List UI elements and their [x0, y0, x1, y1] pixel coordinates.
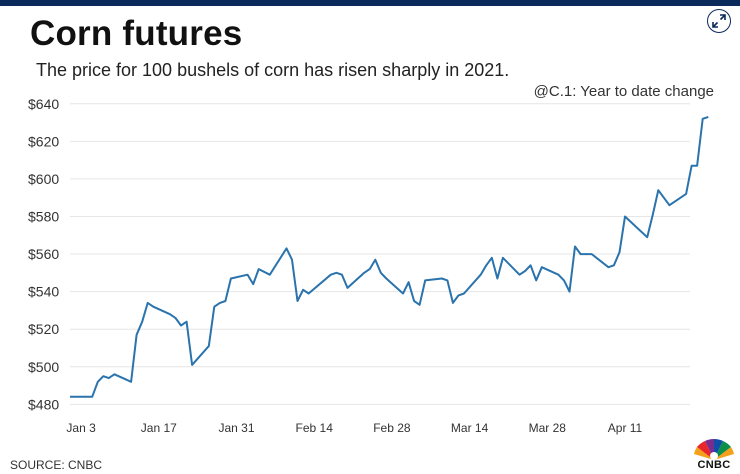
series-layer — [70, 115, 709, 398]
gridlines — [70, 103, 690, 405]
y-tick-label: $500 — [28, 359, 59, 375]
chart-subtitle: The price for 100 bushels of corn has ri… — [36, 60, 510, 80]
x-tick-label: Feb 28 — [373, 421, 411, 435]
series-line — [70, 115, 709, 398]
chart-title: Corn futures — [30, 14, 243, 53]
y-tick-label: $560 — [28, 246, 59, 262]
x-tick-label: Mar 14 — [451, 421, 489, 435]
x-tick-label: Jan 17 — [141, 421, 177, 435]
x-tick-label: Mar 28 — [529, 421, 567, 435]
y-tick-label: $520 — [28, 321, 59, 337]
y-tick-label: $640 — [28, 96, 59, 112]
expand-arrows-icon — [712, 14, 726, 28]
y-tick-label: $580 — [28, 208, 59, 224]
x-tick-label: Apr 11 — [608, 421, 643, 435]
y-tick-label: $600 — [28, 171, 59, 187]
top-accent-bar — [0, 0, 740, 6]
y-tick-label: $480 — [28, 396, 59, 412]
y-axis-ticks: $480 $500 $520 $540 $560 $580 $600 $620 $640 — [28, 96, 59, 413]
x-tick-label: Feb 14 — [296, 421, 334, 435]
chart-note: @C.1: Year to date change — [533, 83, 714, 100]
x-tick-label: Jan 3 — [66, 421, 96, 435]
y-tick-label: $540 — [28, 284, 59, 300]
y-tick-label: $620 — [28, 133, 59, 149]
expand-button[interactable] — [707, 9, 731, 33]
x-tick-label: Jan 31 — [218, 421, 254, 435]
x-axis-ticks: Jan 3 Jan 17 Jan 31 Feb 14 Feb 28 Mar 14 Mar 2… — [66, 421, 642, 435]
cnbc-peacock-logo — [694, 438, 734, 460]
cnbc-logo-text: CNBC — [697, 459, 731, 471]
source-note: SOURCE: CNBC — [10, 458, 103, 472]
